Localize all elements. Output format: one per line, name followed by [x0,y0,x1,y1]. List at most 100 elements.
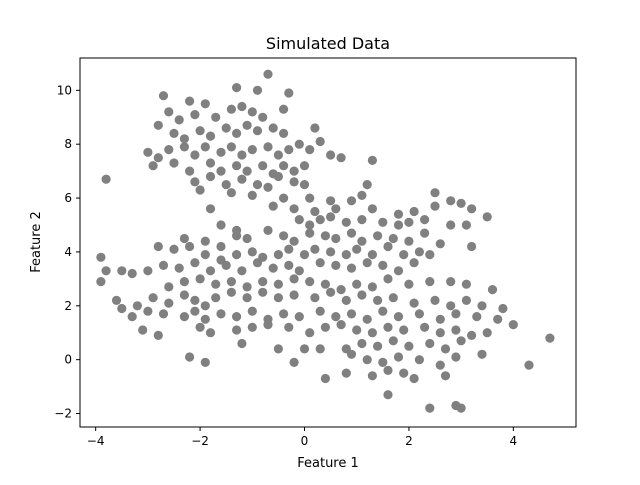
scatter-point-166 [409,258,419,268]
scatter-point-138 [341,250,351,260]
scatter-point-92 [216,220,226,230]
scatter-point-220 [216,309,226,319]
scatter-point-103 [420,215,430,225]
scatter-point-173 [242,282,252,292]
scatter-point-110 [242,233,252,244]
scatter-point-202 [326,287,336,297]
scatter-point-246 [305,328,315,338]
scatter-point-237 [508,320,518,330]
scatter-point-269 [456,336,466,346]
scatter-point-157 [268,263,278,273]
scatter-point-45 [336,153,346,163]
scatter-point-216 [158,309,169,319]
scatter-point-123 [435,239,445,249]
scatter-point-63 [237,174,247,184]
scatter-point-224 [279,309,289,319]
scatter-point-214 [127,312,137,322]
y-axis-label: Feature 2 [29,211,44,273]
scatter-point-274 [346,349,357,359]
scatter-point-117 [346,228,357,238]
scatter-point-35 [226,142,236,152]
scatter-point-186 [461,279,471,289]
scatter-point-0 [158,91,169,101]
scatter-point-56 [279,161,289,171]
scatter-point-255 [451,325,461,335]
y-axis: −2 0 2 4 6 8 10 [54,83,80,421]
scatter-point-25 [268,123,278,133]
scatter-point-146 [101,266,111,276]
scatter-point-36 [237,150,247,160]
scatter-point-193 [190,295,200,305]
scatter-point-217 [179,312,189,322]
scatter-point-16 [153,120,163,130]
scatter-point-206 [388,293,398,303]
scatter-point-109 [232,231,242,241]
scatter-point-94 [294,215,304,225]
scatter-point-140 [367,250,377,260]
scatter-point-147 [117,266,127,276]
scatter-point-108 [216,241,226,252]
scatter-point-13 [247,107,257,117]
scatter-point-228 [346,309,357,319]
scatter-point-7 [164,107,174,117]
scatter-point-182 [383,274,393,284]
scatter-point-227 [331,312,341,322]
scatter-point-76 [357,190,367,200]
scatter-point-172 [226,277,236,287]
scatter-point-156 [252,258,263,268]
scatter-point-181 [367,282,377,292]
scatter-point-150 [158,260,169,270]
scatter-point-258 [237,338,247,349]
scatter-point-26 [279,128,289,138]
scatter-point-205 [373,295,383,305]
scatter-point-155 [237,266,247,276]
scatter-point-160 [315,258,325,268]
scatter-point-82 [331,204,341,214]
scatter-point-50 [205,158,216,168]
scatter-point-287 [399,368,409,378]
scatter-point-88 [446,196,456,206]
scatter-point-8 [174,115,184,125]
scatter-point-275 [362,355,372,365]
scatter-point-249 [352,325,362,335]
scatter-point-198 [258,287,268,297]
scatter-point-30 [164,145,174,155]
scatter-point-281 [477,349,487,359]
scatter-point-180 [352,279,362,289]
scatter-point-137 [326,247,336,257]
scatter-point-85 [409,206,419,217]
scatter-point-2 [200,99,210,109]
scatter-point-1 [185,96,195,106]
scatter-point-120 [388,233,398,244]
scatter-point-72 [279,193,289,203]
scatter-point-3 [232,83,242,93]
scatter-point-254 [435,328,445,338]
scatter-point-284 [341,368,351,378]
scatter-point-161 [331,260,341,270]
scatter-point-242 [232,325,242,335]
scatter-point-89 [456,198,466,208]
scatter-point-190 [148,293,158,303]
scatter-point-204 [357,290,367,300]
scatter-point-107 [200,236,210,246]
scatter-point-52 [232,161,242,171]
scatter-point-194 [200,301,210,311]
scatter-point-87 [430,188,440,198]
scatter-point-40 [284,145,294,155]
scatter-point-291 [425,403,435,413]
scatter-point-69 [195,185,205,195]
scatter-point-289 [440,371,451,381]
scatter-point-176 [289,274,299,284]
scatter-point-163 [362,258,372,268]
scatter-point-106 [179,233,189,244]
scatter-point-128 [200,250,210,260]
scatter-point-164 [378,260,388,270]
scatter-point-75 [346,196,357,206]
scatter-point-143 [414,247,424,257]
scatter-point-91 [482,212,492,222]
x-axis-label: Feature 1 [297,456,359,471]
scatter-point-285 [367,371,377,381]
scatter-point-39 [273,150,283,160]
scatter-point-134 [284,244,294,254]
scatter-point-122 [420,228,430,238]
